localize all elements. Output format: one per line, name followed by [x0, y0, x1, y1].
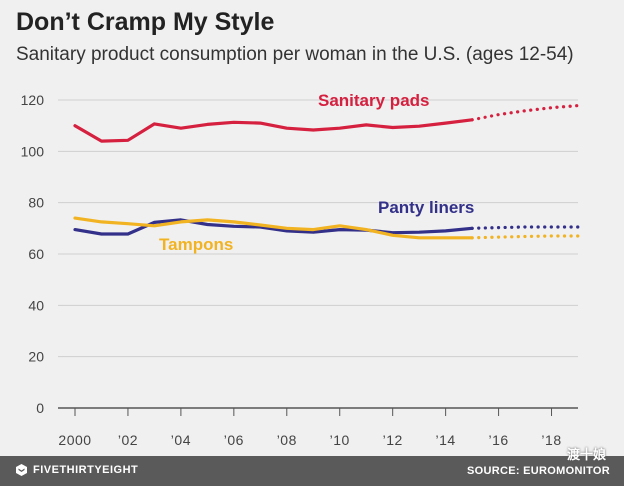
chart-title: Don’t Cramp My Style — [16, 8, 275, 36]
y-tick-label-60: 60 — [28, 246, 44, 262]
y-tick-label-120: 120 — [21, 92, 45, 108]
watermark: 渡十娘 — [566, 447, 606, 462]
x-axis-ticks — [74, 408, 553, 416]
series-labels: Sanitary pads Panty liners Tampons — [159, 91, 474, 254]
series-forecast-panty-liners — [470, 225, 580, 230]
series-label-panty-liners: Panty liners — [378, 198, 474, 217]
x-tick-label-2002: ’02 — [118, 432, 138, 448]
x-tick-label-2014: ’14 — [436, 432, 456, 448]
y-tick-label-100: 100 — [21, 143, 45, 159]
x-tick-label-2006: ’06 — [224, 432, 244, 448]
y-axis-tick-labels: 0 20 40 60 80 100 120 — [21, 92, 45, 416]
series-line-sanitary-pads — [73, 118, 474, 143]
brand: FIVETHIRTYEIGHT — [16, 464, 138, 476]
series-forecast-tampons — [470, 234, 580, 240]
brand-name: FIVETHIRTYEIGHT — [33, 464, 139, 476]
y-tick-label-20: 20 — [28, 349, 44, 365]
series-label-sanitary-pads: Sanitary pads — [318, 91, 430, 110]
x-tick-label-2004: ’04 — [171, 432, 191, 448]
x-tick-label-2018: ’18 — [541, 432, 561, 448]
chart-subtitle: Sanitary product consumption per woman i… — [16, 44, 574, 65]
series-line-tampons — [73, 216, 474, 240]
x-tick-label-2000: 2000 — [58, 432, 91, 448]
y-tick-label-0: 0 — [36, 400, 44, 416]
y-tick-label-40: 40 — [28, 297, 44, 313]
series-forecast-sanitary-pads — [470, 103, 580, 122]
x-tick-label-2008: ’08 — [277, 432, 297, 448]
x-axis-tick-labels: 2000 ’02 ’04 ’06 ’08 ’10 ’12 ’14 ’16 ’18 — [58, 432, 561, 448]
x-tick-label-2016: ’16 — [488, 432, 508, 448]
source-credit: SOURCE: EUROMONITOR — [466, 465, 610, 477]
fivethirtyeight-logo-icon — [16, 464, 27, 476]
footer-bar: FIVETHIRTYEIGHT SOURCE: EUROMONITOR — [0, 456, 624, 486]
x-tick-label-2012: ’12 — [383, 432, 403, 448]
series-label-tampons: Tampons — [159, 235, 233, 254]
series-line-panty-liners — [73, 218, 474, 236]
series-lines — [73, 103, 580, 240]
gridlines — [58, 99, 578, 409]
x-tick-label-2010: ’10 — [330, 432, 350, 448]
y-tick-label-80: 80 — [28, 195, 44, 211]
line-chart: 0 20 40 60 80 100 120 2000 ’02 ’04 ’06 ’08 ’10 ’12 ’1… — [21, 91, 580, 448]
